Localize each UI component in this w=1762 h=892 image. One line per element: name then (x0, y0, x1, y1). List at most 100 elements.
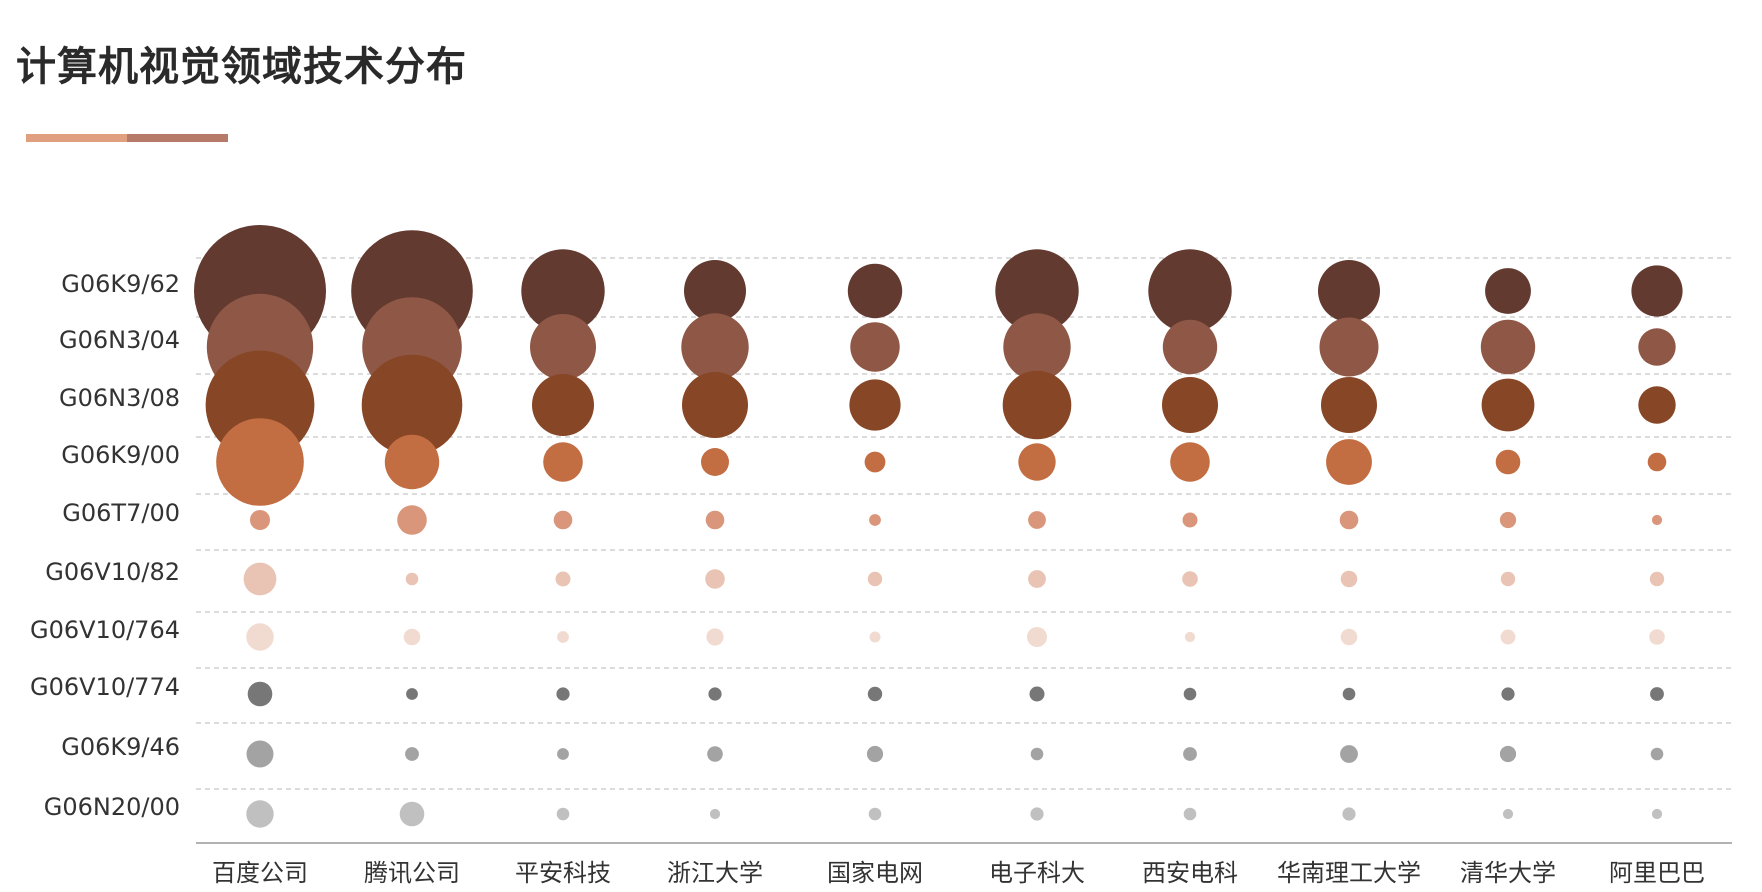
y-tick-label: G06K9/62 (61, 270, 180, 298)
bubble (1162, 319, 1218, 375)
bubble (707, 746, 723, 762)
title-underline (26, 134, 228, 142)
x-tick-label: 华南理工大学 (1277, 859, 1421, 887)
bubble (847, 263, 903, 319)
bubble (1340, 745, 1358, 763)
bubble (682, 372, 748, 438)
bubble (553, 510, 573, 530)
bubble (850, 322, 900, 372)
bubble (1182, 512, 1198, 528)
bubbles (194, 225, 1683, 828)
bubble (250, 510, 270, 530)
title-underline-segment-2 (127, 134, 228, 142)
y-tick-label: G06V10/774 (30, 673, 180, 701)
bubble (1650, 687, 1664, 701)
bubble (849, 379, 901, 431)
bubble (521, 249, 605, 333)
bubble (1651, 808, 1663, 820)
bubble (1502, 808, 1514, 820)
bubble (867, 686, 883, 702)
bubble (406, 688, 418, 700)
x-tick-label: 腾讯公司 (364, 859, 460, 887)
bubble (701, 448, 729, 476)
bubble (1030, 747, 1044, 761)
bubble (247, 681, 273, 707)
bubble (384, 434, 440, 490)
y-tick-label: G06V10/82 (45, 558, 180, 586)
bubble (1028, 570, 1046, 588)
bubble (1500, 571, 1516, 587)
bubble (1340, 628, 1358, 646)
bubble (1649, 571, 1665, 587)
bubble (1326, 439, 1372, 485)
x-axis-labels: 百度公司 腾讯公司 平安科技 浙江大学 国家电网 电子科大 西安电科 华南理工大学 清华大学 阿里… (212, 859, 1705, 887)
x-tick-label: 平安科技 (515, 859, 611, 887)
bubble (361, 354, 463, 456)
x-tick-label: 电子科大 (989, 859, 1085, 887)
bubble (1485, 268, 1531, 314)
y-tick-label: G06N3/04 (59, 326, 180, 354)
bubble (1649, 629, 1665, 645)
bubble (684, 260, 746, 322)
x-tick-label: 百度公司 (212, 859, 308, 887)
bubble (1342, 687, 1356, 701)
bubble (397, 505, 427, 535)
bubble (1340, 570, 1358, 588)
bubble (1480, 319, 1536, 375)
bubble (1638, 386, 1676, 424)
y-tick-label: G06V10/764 (30, 616, 180, 644)
bubble (705, 569, 725, 589)
bubble (995, 249, 1079, 333)
bubble (1321, 377, 1377, 433)
bubble (403, 628, 421, 646)
bubble (1319, 317, 1379, 377)
bubble (1162, 377, 1218, 433)
bubble (1027, 627, 1047, 647)
bubble (405, 572, 419, 586)
bubble (1183, 747, 1197, 761)
bubble (1495, 449, 1521, 475)
bubble (532, 374, 594, 436)
x-tick-label: 清华大学 (1460, 859, 1556, 887)
bubble (868, 807, 882, 821)
bubble (556, 687, 570, 701)
bubble (557, 631, 569, 643)
bubble (1638, 328, 1676, 366)
bubble (246, 800, 274, 828)
bubble (709, 808, 721, 820)
y-tick-label: G06K9/46 (61, 733, 180, 761)
bubble (1148, 249, 1232, 333)
y-tick-label: G06N20/00 (44, 793, 180, 821)
bubble (1499, 511, 1517, 529)
bubble (1651, 514, 1663, 526)
y-axis-labels: G06K9/62 G06N3/04 G06N3/08 G06K9/00 G06T7/00… (30, 270, 180, 821)
bubble (1170, 442, 1210, 482)
bubble (866, 745, 884, 763)
bubble (1184, 631, 1196, 643)
y-tick-label: G06T7/00 (62, 499, 180, 527)
bubble (1501, 687, 1515, 701)
bubble (1500, 629, 1516, 645)
bubble (869, 631, 881, 643)
bubble (405, 747, 419, 761)
bubble (1183, 687, 1197, 701)
bubble (1318, 260, 1380, 322)
bubble (1183, 807, 1197, 821)
bubble (1182, 571, 1198, 587)
bubble (681, 313, 749, 381)
bubble (555, 571, 571, 587)
bubble (1647, 452, 1667, 472)
bubble (705, 510, 725, 530)
bubble (1029, 686, 1045, 702)
bubble (399, 801, 425, 827)
y-tick-label: G06N3/08 (59, 384, 180, 412)
y-tick-label: G06K9/00 (61, 441, 180, 469)
grid-lines (196, 257, 1732, 790)
bubble (867, 571, 883, 587)
bubble (1339, 510, 1359, 530)
bubble (1003, 313, 1071, 381)
bubble (864, 451, 886, 473)
bubble (869, 514, 881, 526)
bubble (1499, 745, 1517, 763)
